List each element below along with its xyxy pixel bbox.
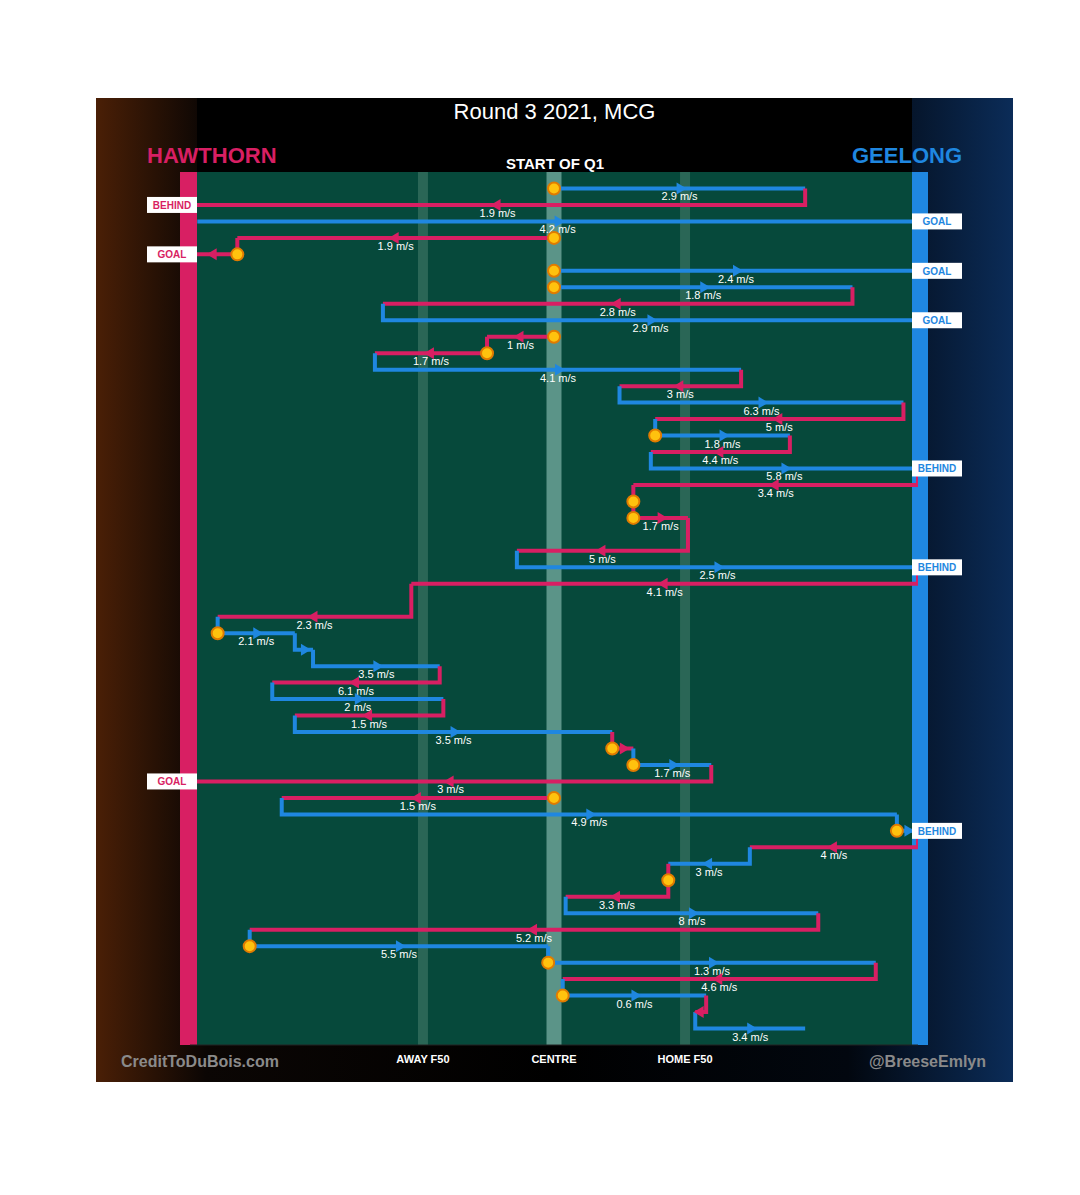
svg-text:2.3 m/s: 2.3 m/s [296,619,333,631]
svg-text:3.4 m/s: 3.4 m/s [732,1031,769,1043]
svg-text:3 m/s: 3 m/s [437,783,464,795]
svg-text:BEHIND: BEHIND [918,463,956,474]
svg-text:3.5 m/s: 3.5 m/s [435,734,472,746]
svg-text:3.3 m/s: 3.3 m/s [599,899,636,911]
svg-text:GOAL: GOAL [923,216,952,227]
svg-text:1.7 m/s: 1.7 m/s [654,767,691,779]
svg-text:4.9 m/s: 4.9 m/s [571,816,608,828]
svg-text:1.8 m/s: 1.8 m/s [685,289,722,301]
svg-text:3 m/s: 3 m/s [667,388,694,400]
svg-text:2.5 m/s: 2.5 m/s [699,569,736,581]
svg-text:BEHIND: BEHIND [918,826,956,837]
svg-text:8 m/s: 8 m/s [679,915,706,927]
svg-text:2.8 m/s: 2.8 m/s [600,306,637,318]
svg-text:HOME F50: HOME F50 [658,1053,713,1065]
svg-text:GOAL: GOAL [158,776,187,787]
svg-text:GOAL: GOAL [158,249,187,260]
html-text:CreditToDuBois.com: CreditToDuBois.com [121,1053,279,1070]
svg-text:CENTRE: CENTRE [531,1053,576,1065]
svg-text:6.1 m/s: 6.1 m/s [337,684,374,697]
svg-text:4.1 m/s: 4.1 m/s [540,372,577,384]
svg-text:3 m/s: 3 m/s [696,866,723,878]
svg-text:1.8 m/s: 1.8 m/s [704,437,741,450]
svg-text:2.9 m/s: 2.9 m/s [662,190,699,202]
svg-text:2.1 m/s: 2.1 m/s [238,635,275,647]
html-text:@BreeseEmlyn: @BreeseEmlyn [869,1053,986,1070]
svg-text:1.9 m/s: 1.9 m/s [480,207,517,219]
svg-text:5.5 m/s: 5.5 m/s [381,948,418,960]
svg-text:3.4 m/s: 3.4 m/s [758,487,795,499]
svg-text:5.2 m/s: 5.2 m/s [516,932,553,944]
svg-text:1.5 m/s: 1.5 m/s [400,800,437,812]
svg-text:5 m/s: 5 m/s [766,421,793,433]
svg-text:1.5 m/s: 1.5 m/s [351,718,388,730]
svg-text:1.7 m/s: 1.7 m/s [643,520,680,532]
svg-text:4.6 m/s: 4.6 m/s [701,981,738,993]
svg-text:5 m/s: 5 m/s [589,553,616,565]
svg-text:1.7 m/s: 1.7 m/s [413,355,450,367]
svg-text:4.4 m/s: 4.4 m/s [702,454,739,466]
svg-text:1 m/s: 1 m/s [507,339,534,351]
svg-text:2.9 m/s: 2.9 m/s [632,322,669,334]
svg-text:GOAL: GOAL [923,266,952,277]
svg-text:6.3 m/s: 6.3 m/s [743,405,780,417]
svg-text:5.8 m/s: 5.8 m/s [766,470,803,482]
svg-text:BEHIND: BEHIND [153,200,191,211]
html-text:HAWTHORN: HAWTHORN [147,143,277,168]
svg-text:4 m/s: 4 m/s [820,849,847,861]
svg-text:4.2 m/s: 4.2 m/s [539,223,576,236]
html-text:START OF Q1: START OF Q1 [506,155,604,172]
svg-text:4.1 m/s: 4.1 m/s [647,586,684,598]
svg-text:2 m/s: 2 m/s [344,701,371,713]
html-text:Round 3 2021, MCG: Round 3 2021, MCG [453,99,656,124]
svg-text:1.9 m/s: 1.9 m/s [378,240,415,252]
svg-text:BEHIND: BEHIND [918,562,956,573]
svg-text:GOAL: GOAL [923,315,952,326]
svg-text:1.3 m/s: 1.3 m/s [694,965,731,977]
svg-text:2.4 m/s: 2.4 m/s [718,273,755,285]
html-text:GEELONG: GEELONG [852,143,962,168]
svg-text:AWAY F50: AWAY F50 [396,1053,449,1065]
svg-text:0.6 m/s: 0.6 m/s [616,998,653,1010]
svg-text:3.5 m/s: 3.5 m/s [358,668,395,680]
